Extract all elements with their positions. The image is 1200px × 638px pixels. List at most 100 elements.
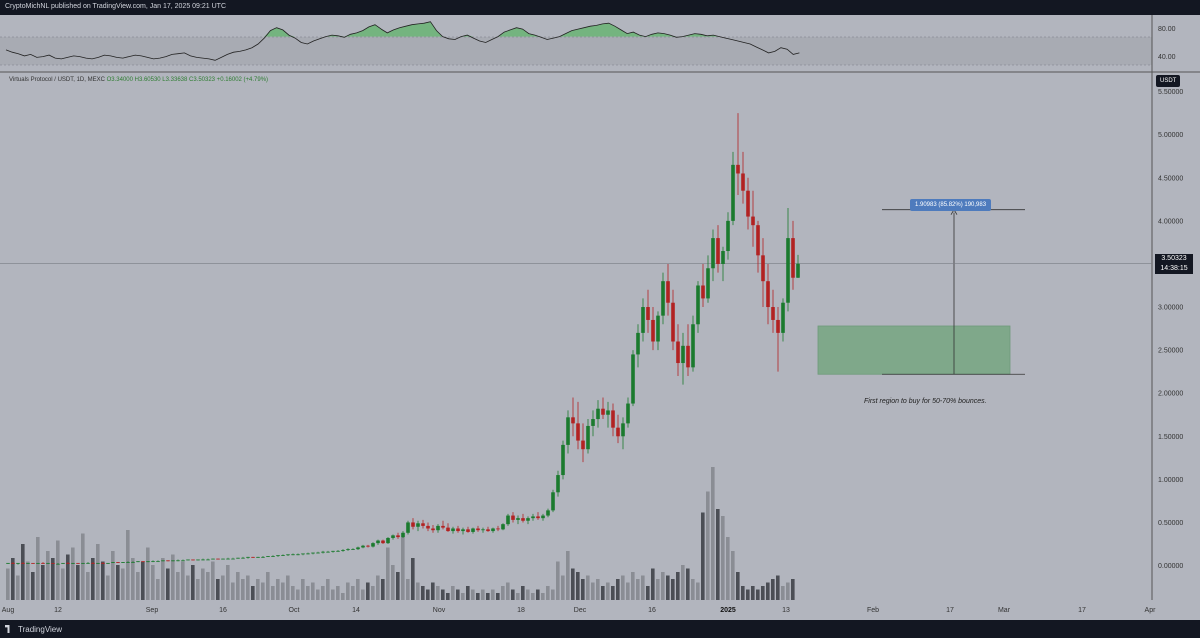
volume-bar [636, 579, 640, 600]
volume-bar [646, 586, 650, 600]
x-tick-label: 13 [782, 607, 790, 614]
volume-bar [581, 579, 585, 600]
x-tick-label: Aug [2, 607, 15, 614]
currency-tag[interactable]: USDT [1156, 75, 1181, 87]
volume-bar [611, 586, 615, 600]
candle-body [171, 560, 175, 562]
x-tick-label: 12 [54, 607, 62, 614]
candle-body [246, 556, 250, 558]
measure-label[interactable]: 1.90983 (85.82%) 190,983 [910, 199, 992, 211]
y-tick-label: 4.50000 [1158, 175, 1183, 182]
volume-bar [121, 568, 125, 600]
candle-body [21, 562, 25, 564]
candle-body [756, 225, 760, 256]
candle-body [231, 558, 235, 560]
candle-body [451, 528, 455, 532]
volume-bar [11, 558, 15, 600]
candle-body [251, 556, 255, 558]
candle-body [196, 559, 200, 561]
candle-body [476, 528, 480, 531]
volume-bar [556, 561, 560, 600]
candle-body [241, 557, 245, 559]
candle-body [166, 560, 170, 562]
candle-body [741, 173, 745, 191]
volume-bar [146, 547, 150, 600]
volume-bar [96, 544, 100, 600]
volume-bar [271, 586, 275, 600]
volume-bar [21, 544, 25, 600]
candle-body [691, 324, 695, 368]
volume-bar [396, 572, 400, 600]
candle-body [496, 528, 500, 530]
candle-body [406, 522, 410, 533]
volume-bar [261, 582, 265, 600]
candle-body [701, 285, 705, 299]
candle-body [626, 403, 630, 424]
volume-bar [621, 575, 625, 600]
brand-text: TradingView [18, 625, 63, 634]
price-chart[interactable]: 5.500005.000004.500004.000003.500003.000… [0, 15, 1200, 620]
volume-bar [701, 512, 705, 600]
tradingview-brand[interactable]: TradingView [5, 625, 62, 634]
candle-body [651, 319, 655, 342]
candle-body [786, 238, 790, 303]
volume-bar [456, 589, 460, 600]
volume-bar [466, 586, 470, 600]
y-tick-label: 3.00000 [1158, 305, 1183, 312]
candle-body [606, 410, 610, 415]
volume-bar [741, 586, 745, 600]
candle-body [151, 561, 155, 563]
candle-body [191, 559, 195, 561]
volume-bar [641, 575, 645, 600]
volume-bar [231, 582, 235, 600]
volume-bar [416, 582, 420, 600]
candle-body [711, 238, 715, 269]
candle-body [541, 515, 545, 519]
candle-body [11, 562, 15, 564]
candle-body [436, 525, 440, 531]
annotation-note[interactable]: First region to buy for 50-70% bounces. [864, 398, 987, 405]
volume-bar [361, 589, 365, 600]
volume-bar [336, 586, 340, 600]
candle-body [61, 562, 65, 564]
volume-bar [181, 561, 185, 600]
volume-bar [276, 579, 280, 600]
candle-body [421, 523, 425, 526]
candle-body [71, 562, 75, 564]
candle-body [441, 525, 445, 528]
volume-bar [476, 593, 480, 600]
candle-body [286, 554, 290, 556]
candle-body [446, 527, 450, 532]
volume-bar [541, 593, 545, 600]
volume-bar [66, 554, 70, 600]
volume-bar [156, 579, 160, 600]
candle-body [376, 540, 380, 544]
candle-body [131, 562, 135, 563]
candle-body [96, 562, 100, 564]
candle-body [601, 408, 605, 415]
x-tick-label: 14 [352, 607, 360, 614]
candle-body [536, 516, 540, 519]
candle-body [431, 528, 435, 531]
last-price-tag: 3.50323 14:38:15 [1155, 253, 1193, 274]
x-tick-label: 16 [648, 607, 656, 614]
candle-body [271, 556, 275, 557]
volume-bar [161, 558, 165, 600]
candle-body [586, 425, 590, 450]
candle-body [481, 529, 485, 531]
candle-body [676, 341, 680, 364]
candle-body [281, 555, 285, 556]
volume-bar [471, 589, 475, 600]
volume-bar [441, 589, 445, 600]
candle-body [221, 558, 225, 560]
candle-body [486, 529, 490, 532]
candle-body [416, 523, 420, 527]
volume-bar [321, 586, 325, 600]
candle-body [316, 552, 320, 554]
candle-body [161, 560, 165, 562]
volume-bar [686, 568, 690, 600]
candle-body [201, 559, 205, 561]
candle-body [671, 302, 675, 342]
candle-body [341, 550, 345, 551]
candle-body [126, 562, 130, 563]
